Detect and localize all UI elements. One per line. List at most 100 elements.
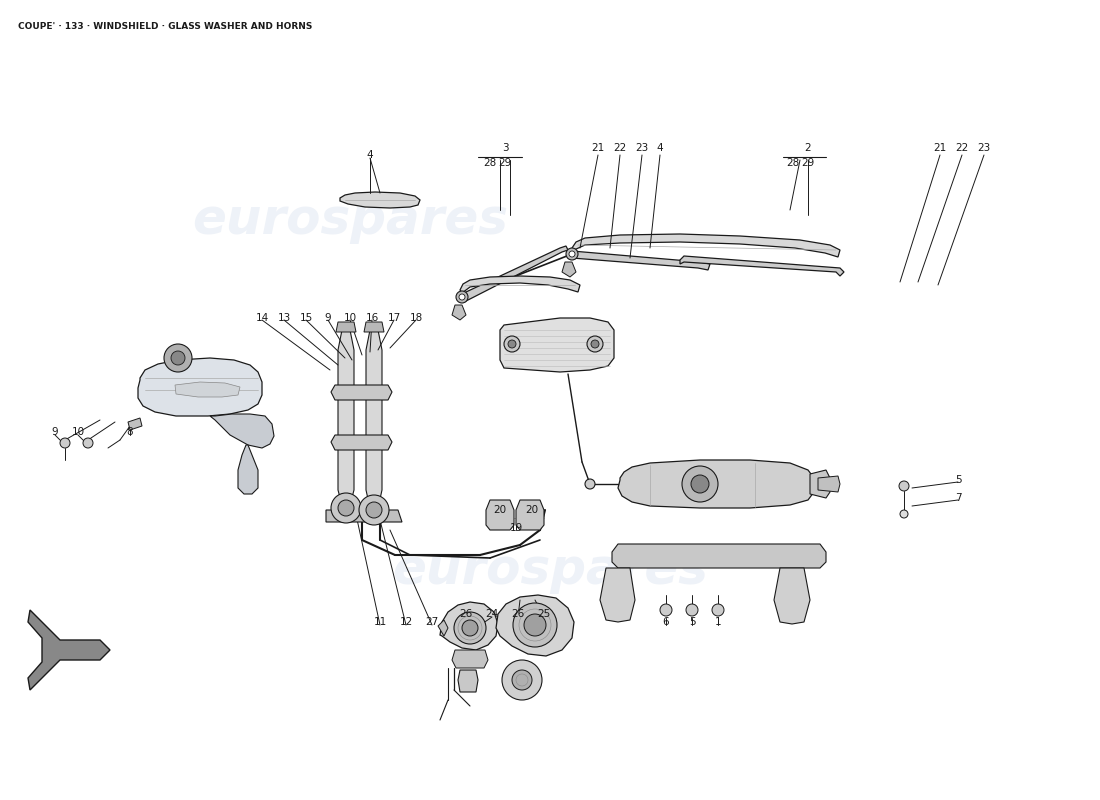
- Polygon shape: [600, 568, 635, 622]
- Polygon shape: [364, 322, 384, 332]
- Polygon shape: [818, 476, 840, 492]
- Polygon shape: [486, 500, 514, 530]
- Circle shape: [454, 612, 486, 644]
- Text: 5: 5: [689, 617, 695, 627]
- Text: 6: 6: [662, 617, 669, 627]
- Polygon shape: [774, 568, 810, 624]
- Text: 23: 23: [978, 143, 991, 153]
- Text: eurospares: eurospares: [392, 546, 708, 594]
- Circle shape: [660, 604, 672, 616]
- Text: 13: 13: [277, 313, 290, 323]
- Circle shape: [82, 438, 94, 448]
- Text: 26: 26: [460, 609, 473, 619]
- Circle shape: [338, 500, 354, 516]
- Circle shape: [712, 604, 724, 616]
- Circle shape: [591, 340, 600, 348]
- Polygon shape: [128, 418, 142, 430]
- Circle shape: [170, 351, 185, 365]
- Text: 28: 28: [786, 158, 800, 168]
- Text: 22: 22: [614, 143, 627, 153]
- Text: 19: 19: [509, 523, 522, 533]
- Polygon shape: [496, 595, 574, 656]
- Text: 22: 22: [956, 143, 969, 153]
- Text: 24: 24: [485, 609, 498, 619]
- Circle shape: [504, 336, 520, 352]
- Polygon shape: [238, 445, 258, 494]
- Polygon shape: [340, 192, 420, 208]
- Polygon shape: [562, 262, 576, 277]
- Polygon shape: [28, 610, 110, 690]
- Circle shape: [900, 510, 908, 518]
- Circle shape: [366, 502, 382, 518]
- Circle shape: [682, 466, 718, 502]
- Polygon shape: [612, 544, 826, 568]
- Polygon shape: [440, 602, 498, 650]
- Text: 10: 10: [343, 313, 356, 323]
- Circle shape: [587, 336, 603, 352]
- Circle shape: [459, 294, 465, 300]
- Polygon shape: [452, 650, 488, 668]
- Text: 4: 4: [657, 143, 663, 153]
- Polygon shape: [460, 276, 580, 293]
- Circle shape: [164, 344, 192, 372]
- Polygon shape: [366, 330, 382, 508]
- Circle shape: [60, 438, 70, 448]
- Polygon shape: [326, 510, 402, 522]
- Text: 8: 8: [126, 427, 133, 437]
- Circle shape: [512, 670, 532, 690]
- Text: 21: 21: [934, 143, 947, 153]
- Polygon shape: [618, 460, 814, 508]
- Text: 23: 23: [636, 143, 649, 153]
- Circle shape: [508, 340, 516, 348]
- Circle shape: [331, 493, 361, 523]
- Text: 9: 9: [52, 427, 58, 437]
- Polygon shape: [568, 251, 710, 270]
- Polygon shape: [680, 256, 844, 276]
- Text: 4: 4: [366, 150, 373, 160]
- Circle shape: [686, 604, 698, 616]
- Text: 5: 5: [955, 475, 961, 485]
- Circle shape: [524, 614, 546, 636]
- Text: 9: 9: [324, 313, 331, 323]
- Circle shape: [569, 251, 575, 257]
- Polygon shape: [810, 470, 830, 498]
- Circle shape: [462, 620, 478, 636]
- Text: 20: 20: [494, 505, 507, 515]
- Polygon shape: [331, 435, 392, 450]
- Text: 17: 17: [387, 313, 400, 323]
- Text: 16: 16: [365, 313, 378, 323]
- Polygon shape: [516, 500, 544, 530]
- Polygon shape: [210, 414, 274, 448]
- Text: 11: 11: [373, 617, 386, 627]
- Text: COUPE' · 133 · WINDSHIELD · GLASS WASHER AND HORNS: COUPE' · 133 · WINDSHIELD · GLASS WASHER…: [18, 22, 312, 31]
- Text: 20: 20: [526, 505, 539, 515]
- Text: 29: 29: [802, 158, 815, 168]
- Polygon shape: [452, 305, 466, 320]
- Polygon shape: [438, 620, 448, 636]
- Circle shape: [359, 495, 389, 525]
- Text: 12: 12: [399, 617, 412, 627]
- Circle shape: [691, 475, 710, 493]
- Text: eurospares: eurospares: [192, 196, 508, 244]
- Polygon shape: [572, 234, 840, 257]
- Text: 1: 1: [715, 617, 722, 627]
- Circle shape: [899, 481, 909, 491]
- Text: 7: 7: [955, 493, 961, 503]
- Circle shape: [513, 603, 557, 647]
- Polygon shape: [138, 358, 262, 416]
- Polygon shape: [336, 322, 356, 332]
- Text: 14: 14: [255, 313, 268, 323]
- Text: 2: 2: [805, 143, 812, 153]
- Polygon shape: [462, 246, 568, 302]
- Polygon shape: [338, 330, 354, 505]
- Text: 26: 26: [512, 609, 525, 619]
- Text: 21: 21: [592, 143, 605, 153]
- Polygon shape: [500, 318, 614, 372]
- Text: 18: 18: [409, 313, 422, 323]
- Polygon shape: [458, 670, 478, 692]
- Circle shape: [456, 291, 468, 303]
- Polygon shape: [175, 382, 240, 397]
- Text: 10: 10: [72, 427, 85, 437]
- Circle shape: [566, 248, 578, 260]
- Text: 29: 29: [498, 158, 512, 168]
